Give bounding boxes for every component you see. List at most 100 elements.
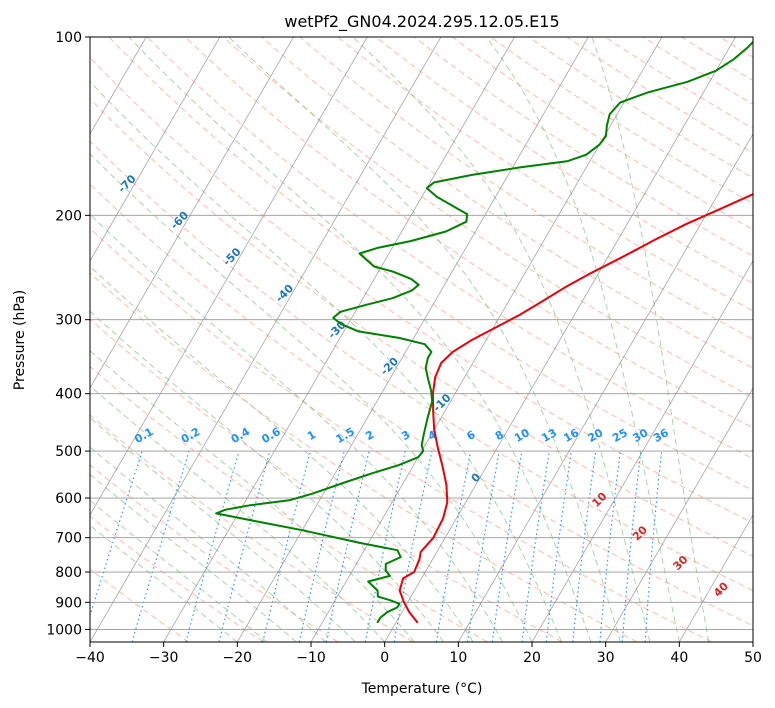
mixing-ratio-line: [621, 451, 642, 642]
mixing-ratio-label: 0.4: [229, 425, 253, 446]
mixing-ratio-label: 1.5: [333, 425, 356, 446]
mixing-ratio-line: [599, 451, 621, 642]
x-axis-label: Temperature (°C): [361, 681, 483, 697]
isotherm-line: [90, 37, 442, 642]
dry-adiabat-line: [223, 37, 753, 399]
x-tick-label: −30: [149, 650, 179, 666]
mixing-ratio-line: [466, 450, 500, 642]
dry-adiabat-line: [90, 414, 414, 642]
y-tick-label: 400: [55, 387, 82, 403]
moist-adiabat-line: [90, 499, 268, 642]
moist-adiabat-line: [228, 37, 621, 642]
dry-adiabat-label: -50: [220, 245, 243, 268]
moist-adiabat-line: [591, 37, 710, 642]
mixing-ratio-label: 6: [464, 428, 477, 443]
isotherm-line: [310, 37, 663, 642]
mixing-ratio-label: 10: [512, 426, 532, 445]
isotherm-line: [236, 37, 589, 642]
x-tick-label: 0: [380, 650, 389, 666]
moist-adiabat-line: [128, 37, 592, 642]
dewpoint-profile-line: [215, 40, 753, 624]
dry-adiabat-line: [90, 568, 190, 642]
dry-adiabat-line: [375, 37, 753, 284]
dry-adiabat-line: [90, 56, 753, 524]
dry-adiabat-label: -80: [63, 136, 86, 159]
dry-adiabat-label: -40: [273, 282, 296, 305]
y-tick-label: 900: [55, 595, 82, 611]
isotherm-line: [457, 133, 753, 642]
dry-adiabat-label: -70: [115, 172, 138, 195]
mixing-ratio-label: 0.1: [132, 425, 155, 446]
x-tick-label: 40: [670, 650, 688, 666]
moist-adiabat-line: [90, 213, 503, 642]
dry-adiabat-line: [452, 37, 753, 231]
wet-bulb-label: 30: [671, 553, 691, 573]
y-tick-label: 300: [55, 313, 82, 329]
dry-adiabat-line: [90, 183, 753, 627]
x-tick-label: 30: [597, 650, 615, 666]
moist-adiabat-line: [90, 153, 533, 642]
isotherm-line: [605, 387, 753, 642]
mixing-ratio-line: [185, 450, 240, 642]
mixing-ratio-line: [262, 450, 312, 642]
mixing-ratio-line: [521, 451, 550, 642]
mixing-ratio-line: [644, 451, 663, 642]
dry-adiabat-line: [90, 227, 712, 642]
isotherm-line: [752, 641, 753, 642]
plot-frame: [89, 36, 754, 643]
dry-adiabat-line: [299, 37, 753, 340]
pressure-gridlines: [90, 37, 753, 630]
x-tick-label: −40: [75, 650, 105, 666]
mixing-ratio-line: [90, 450, 143, 618]
moist-adiabat-line: [90, 265, 474, 642]
isotherm-line: [90, 37, 368, 516]
y-tick-label: 500: [55, 444, 82, 460]
dry-adiabat-line: [90, 318, 563, 642]
mixing-ratio-label: 3: [399, 428, 412, 443]
y-tick-label: 1000: [46, 622, 82, 638]
x-tick-label: −10: [296, 650, 326, 666]
y-tick-label: 200: [55, 208, 82, 224]
plot-area: -100-90-80-70-60-50-40-30-20-1000.10.20.…: [10, 37, 753, 642]
mixing-ratio-line: [325, 450, 370, 642]
temperature-profile-line: [398, 192, 753, 624]
moist-adiabat-line: [90, 524, 238, 642]
x-tick-label: 20: [523, 650, 541, 666]
dry-adiabat-line: [90, 515, 264, 642]
dry-adiabat-line: [90, 365, 488, 642]
wet-bulb-label: 20: [630, 523, 650, 543]
dry-adiabat-line: [90, 140, 753, 592]
moist-adiabat-line: [90, 446, 327, 642]
x-axis-ticks: −40 −30 −20 −10 0 10 20 30 40 50: [75, 642, 762, 666]
x-tick-label: 10: [449, 650, 467, 666]
mixing-ratio-line: [435, 450, 472, 642]
dry-adiabat-line: [413, 37, 753, 257]
mixing-ratio-line: [364, 450, 406, 642]
isotherm-line: [90, 37, 221, 262]
dry-adiabat-line: [108, 37, 753, 492]
mixing-ratio-label: 20: [586, 426, 606, 445]
isotherms: [90, 37, 753, 642]
x-tick-label: 50: [744, 650, 762, 666]
dry-adiabat-line: [337, 37, 753, 312]
moist-adiabat-line: [485, 37, 680, 642]
profile-series: [215, 40, 753, 624]
dry-adiabat-label: -90: [10, 99, 33, 122]
isotherm-line: [384, 37, 736, 642]
dry-adiabat-line: [719, 37, 753, 58]
isotherm-line: [90, 37, 294, 389]
moist-adiabat-line: [90, 350, 415, 642]
mixing-ratio-lines: [90, 450, 663, 642]
dry-adiabat-line: [681, 37, 753, 82]
mixing-ratio-label: 2: [363, 428, 376, 443]
dry-adiabat-line: [261, 37, 753, 369]
y-tick-label: 800: [55, 565, 82, 581]
mixing-ratio-line: [491, 451, 523, 642]
moist-adiabat-line: [90, 80, 562, 642]
chart-title: wetPf2_GN04.2024.295.12.05.E15: [284, 12, 559, 32]
isotherm-line: [678, 514, 753, 642]
isotherm-line: [163, 37, 515, 642]
dry-adiabat-line: [184, 37, 753, 429]
x-tick-label: −20: [223, 650, 253, 666]
